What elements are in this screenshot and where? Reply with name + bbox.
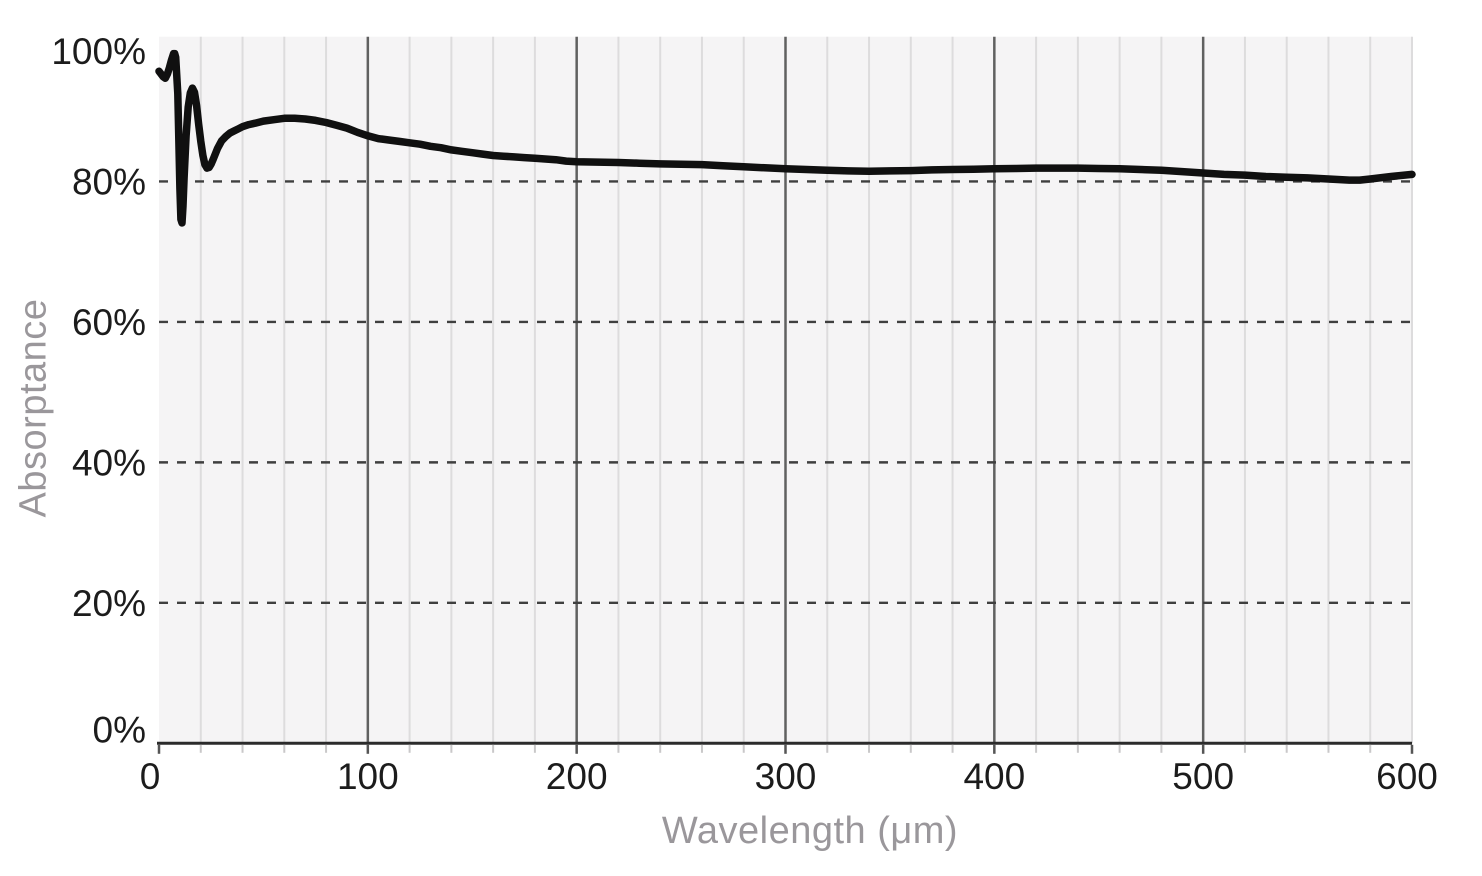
y-axis-title: Absorptance	[12, 298, 55, 518]
y-tick-label: 60%	[72, 302, 146, 343]
y-tick-label: 80%	[72, 161, 146, 202]
x-tick-label: 400	[963, 756, 1025, 797]
x-tick-label: 200	[546, 756, 608, 797]
absorptance-curve	[155, 49, 1416, 227]
y-tick-label: 100%	[51, 31, 146, 72]
y-tick-label: 40%	[72, 442, 146, 483]
x-tick-label: 600	[1376, 756, 1438, 797]
x-tick-label: 300	[755, 756, 817, 797]
y-tick-label: 0%	[93, 709, 146, 750]
x-tick-label: 100	[337, 756, 399, 797]
x-axis-title: Wavelength (μm)	[661, 810, 959, 852]
x-tick-label: 500	[1172, 756, 1234, 797]
y-tick-label: 20%	[72, 583, 146, 624]
x-tick-label: 0	[140, 756, 161, 797]
